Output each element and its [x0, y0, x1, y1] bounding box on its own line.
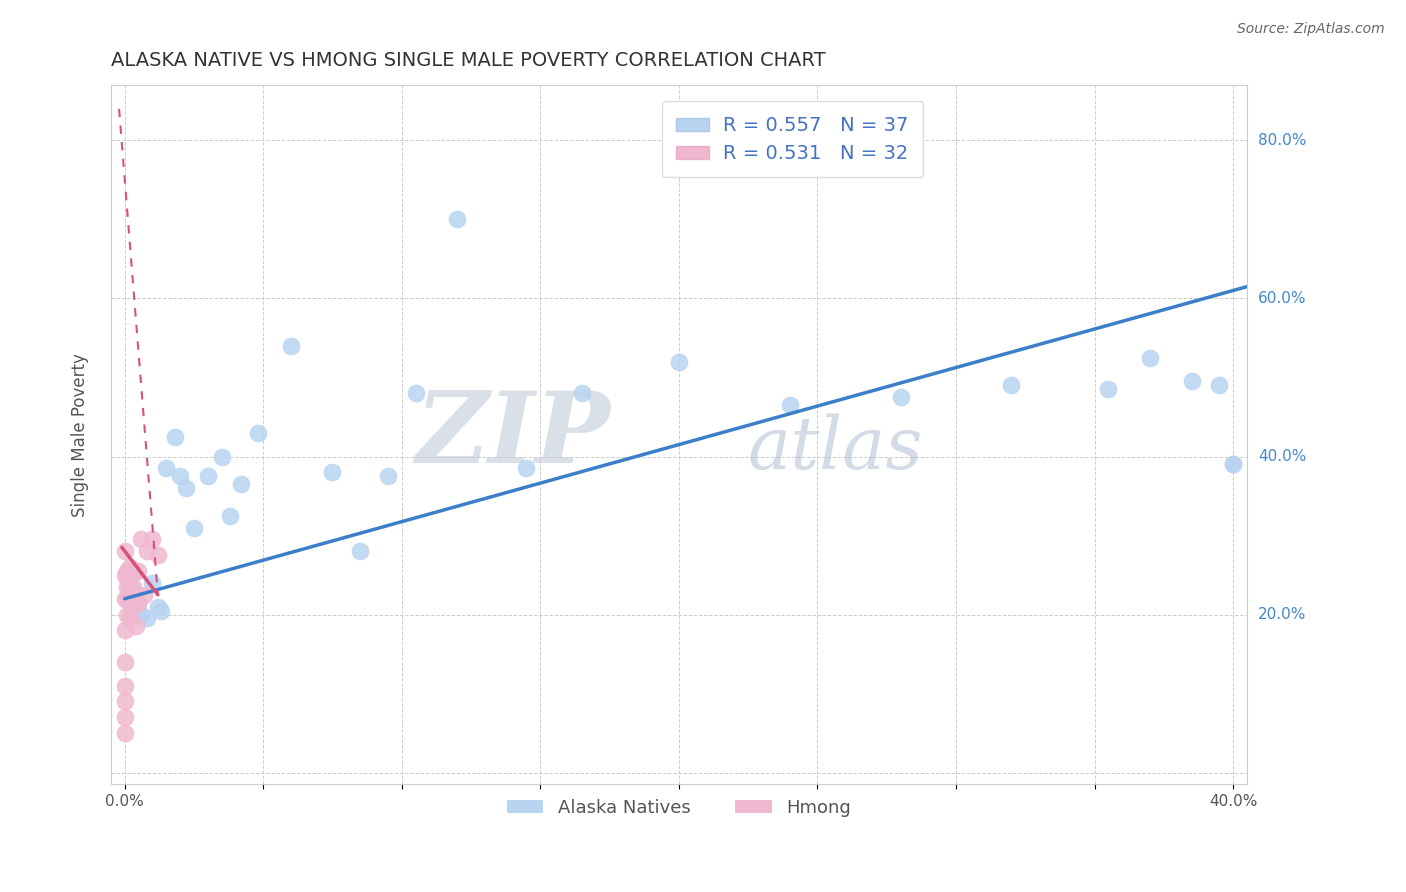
Point [174, 481, 197, 495]
Point [135, 611, 157, 625]
Point [515, 461, 537, 475]
Point [163, 430, 186, 444]
Point [135, 544, 157, 558]
Text: ZIP: ZIP [416, 386, 610, 483]
Point [125, 607, 148, 622]
Point [246, 425, 269, 440]
Point [129, 533, 152, 547]
Text: 20.0%: 20.0% [1258, 607, 1306, 622]
Point [197, 469, 219, 483]
Point [1097, 382, 1119, 396]
Point [127, 564, 149, 578]
Point [117, 572, 139, 586]
Text: 40.0%: 40.0% [1258, 449, 1306, 464]
Point [890, 390, 912, 404]
Point [127, 596, 149, 610]
Point [125, 588, 148, 602]
Text: ALASKA NATIVE VS HMONG SINGLE MALE POVERTY CORRELATION CHART: ALASKA NATIVE VS HMONG SINGLE MALE POVER… [111, 51, 825, 70]
Point [122, 596, 145, 610]
Y-axis label: Single Male Poverty: Single Male Poverty [72, 353, 89, 516]
Point [280, 339, 302, 353]
Text: Source: ZipAtlas.com: Source: ZipAtlas.com [1237, 22, 1385, 37]
Point [120, 611, 142, 625]
Point [183, 521, 205, 535]
Point [1000, 378, 1022, 392]
Point [120, 560, 142, 574]
Point [229, 477, 252, 491]
Point [1208, 378, 1230, 392]
Point [114, 694, 136, 708]
Point [1139, 351, 1161, 365]
Point [129, 607, 152, 622]
Point [114, 591, 136, 606]
Point [141, 533, 163, 547]
Point [1181, 375, 1204, 389]
Point [114, 726, 136, 740]
Text: 60.0%: 60.0% [1258, 291, 1306, 306]
Point [146, 549, 169, 563]
Point [122, 564, 145, 578]
Point [117, 580, 139, 594]
Point [114, 624, 136, 638]
Point [211, 450, 233, 464]
Point [146, 599, 169, 614]
Point [117, 607, 139, 622]
Point [571, 386, 593, 401]
Point [114, 544, 136, 558]
Point [127, 596, 149, 610]
Point [349, 544, 371, 558]
Point [120, 588, 142, 602]
Legend: Alaska Natives, Hmong: Alaska Natives, Hmong [499, 792, 858, 824]
Point [155, 461, 177, 475]
Point [114, 710, 136, 724]
Point [446, 212, 468, 227]
Text: 80.0%: 80.0% [1258, 133, 1306, 148]
Point [122, 588, 145, 602]
Point [1222, 458, 1244, 472]
Text: atlas: atlas [747, 414, 922, 484]
Point [779, 398, 801, 412]
Point [114, 679, 136, 693]
Point [169, 469, 191, 483]
Point [114, 568, 136, 582]
Point [117, 591, 139, 606]
Point [122, 580, 145, 594]
Point [377, 469, 399, 483]
Point [1222, 458, 1244, 472]
Point [120, 596, 142, 610]
Point [117, 564, 139, 578]
Point [405, 386, 427, 401]
Point [114, 655, 136, 669]
Point [668, 354, 690, 368]
Point [132, 588, 155, 602]
Point [120, 580, 142, 594]
Point [122, 604, 145, 618]
Point [219, 508, 242, 523]
Point [120, 572, 142, 586]
Point [149, 604, 172, 618]
Point [125, 619, 148, 633]
Point [321, 465, 343, 479]
Point [141, 576, 163, 591]
